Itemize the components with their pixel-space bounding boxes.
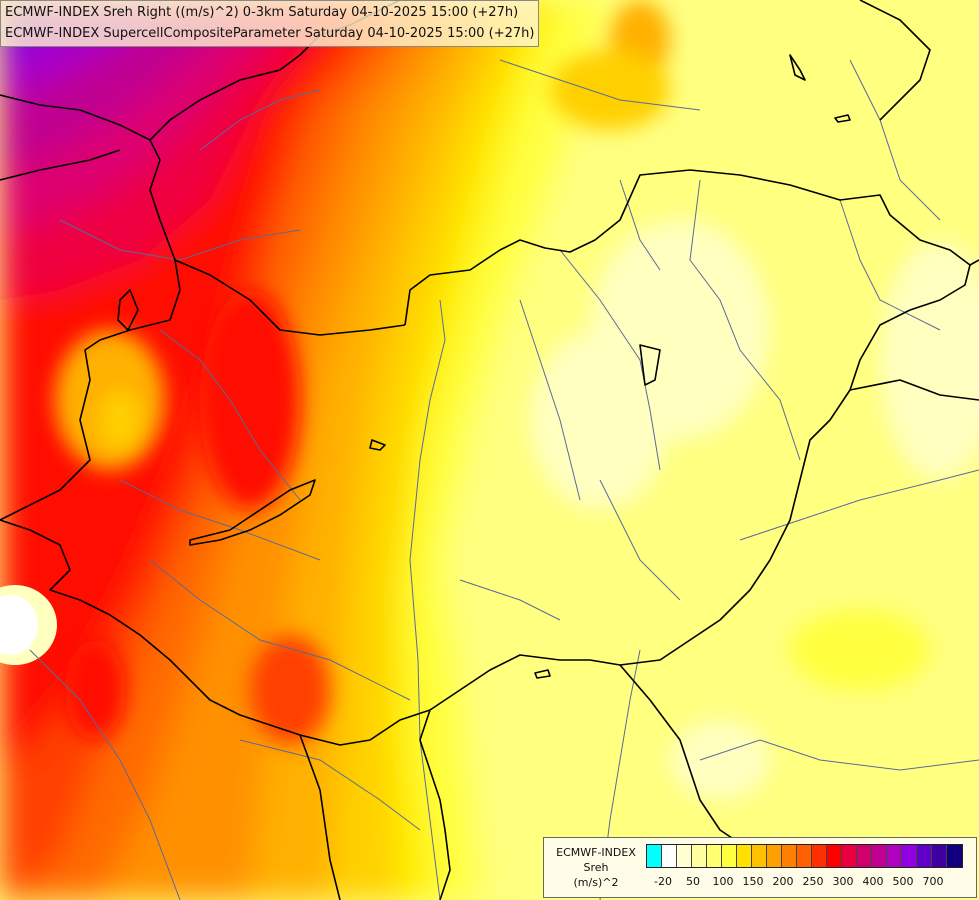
country-border bbox=[859, 0, 931, 121]
legend-swatch bbox=[692, 845, 707, 867]
legend-swatch bbox=[917, 845, 932, 867]
field-blob bbox=[250, 635, 330, 745]
river bbox=[119, 479, 321, 561]
legend-swatch bbox=[677, 845, 692, 867]
field-blob bbox=[670, 720, 770, 800]
legend-swatch bbox=[827, 845, 842, 867]
legend-swatch bbox=[872, 845, 887, 867]
legend-tick-label: 150 bbox=[742, 875, 764, 888]
map-title-line-2: ECMWF-INDEX SupercellCompositeParameter … bbox=[5, 26, 535, 41]
country-border bbox=[639, 344, 661, 386]
field-blob bbox=[880, 240, 979, 480]
legend-color-bar bbox=[646, 844, 963, 868]
country-border bbox=[0, 519, 201, 691]
legend-swatch bbox=[752, 845, 767, 867]
river bbox=[149, 559, 411, 701]
field-blobs bbox=[55, 0, 979, 800]
legend-tick-label: 250 bbox=[802, 875, 824, 888]
river bbox=[839, 199, 941, 331]
field-blob-white bbox=[0, 595, 38, 655]
country-border bbox=[849, 379, 979, 401]
color-legend: ECMWF-INDEX Sreh (m/s)^2 -20 50 100 150 200 2… bbox=[543, 837, 977, 898]
river bbox=[519, 299, 581, 501]
river bbox=[199, 89, 321, 151]
river bbox=[699, 739, 979, 771]
legend-swatch bbox=[797, 845, 812, 867]
field-blob bbox=[550, 50, 670, 130]
river bbox=[409, 299, 446, 900]
legend-swatch bbox=[932, 845, 947, 867]
legend-tick-label: -20 bbox=[654, 875, 672, 888]
country-border bbox=[199, 169, 971, 746]
legend-swatch bbox=[647, 845, 662, 867]
legend-swatch bbox=[842, 845, 857, 867]
field-blob bbox=[65, 640, 125, 740]
legend-tick-label: 700 bbox=[922, 875, 944, 888]
legend-swatch bbox=[812, 845, 827, 867]
country-border bbox=[834, 114, 851, 123]
country-border bbox=[0, 94, 406, 336]
country-border bbox=[534, 669, 551, 679]
river bbox=[239, 739, 421, 831]
country-border bbox=[117, 289, 139, 331]
legend-swatch bbox=[782, 845, 797, 867]
map-title-line-1: ECMWF-INDEX Sreh Right ((m/s)^2) 0-3km S… bbox=[5, 5, 519, 20]
legend-tick-label: 400 bbox=[862, 875, 884, 888]
legend-title-unit: (m/s)^2 bbox=[573, 876, 619, 889]
country-border bbox=[189, 479, 316, 546]
river bbox=[739, 469, 979, 541]
river bbox=[499, 59, 701, 111]
river bbox=[59, 219, 301, 261]
legend-tick-label: 50 bbox=[686, 875, 700, 888]
field-blob bbox=[790, 610, 930, 690]
river bbox=[849, 59, 941, 221]
legend-title-model: ECMWF-INDEX bbox=[556, 846, 636, 859]
legend-swatch bbox=[887, 845, 902, 867]
river bbox=[459, 579, 561, 621]
legend-title-parameter: Sreh bbox=[583, 861, 609, 874]
legend-swatch bbox=[902, 845, 917, 867]
river bbox=[159, 329, 301, 501]
legend-swatch bbox=[857, 845, 872, 867]
country-border bbox=[0, 149, 121, 181]
legend-swatch bbox=[737, 845, 752, 867]
legend-tick-label: 100 bbox=[712, 875, 734, 888]
legend-swatch bbox=[707, 845, 722, 867]
river bbox=[29, 649, 181, 900]
legend-swatch bbox=[947, 845, 962, 867]
river bbox=[689, 179, 801, 461]
river bbox=[559, 249, 661, 471]
country-border bbox=[969, 259, 979, 266]
country-border bbox=[789, 54, 806, 81]
legend-swatch bbox=[662, 845, 677, 867]
map-title-box: ECMWF-INDEX Sreh Right ((m/s)^2) 0-3km S… bbox=[0, 0, 540, 47]
legend-tick-label: 300 bbox=[832, 875, 854, 888]
field-blob bbox=[200, 290, 300, 510]
river bbox=[599, 479, 681, 601]
country-border bbox=[619, 664, 751, 851]
legend-tick-label: 500 bbox=[892, 875, 914, 888]
legend-title: ECMWF-INDEX Sreh (m/s)^2 bbox=[548, 845, 644, 890]
field-blob bbox=[100, 390, 140, 450]
country-border bbox=[0, 259, 181, 521]
legend-swatch bbox=[767, 845, 782, 867]
legend-tick-label: 200 bbox=[772, 875, 794, 888]
river bbox=[619, 179, 661, 271]
legend-tick-labels: -20 50 100 150 200 250 300 400 500 700 bbox=[646, 875, 966, 891]
country-border bbox=[419, 709, 451, 900]
country-border bbox=[369, 439, 386, 451]
legend-swatch bbox=[722, 845, 737, 867]
country-border bbox=[299, 734, 341, 900]
field-blob bbox=[530, 330, 670, 510]
